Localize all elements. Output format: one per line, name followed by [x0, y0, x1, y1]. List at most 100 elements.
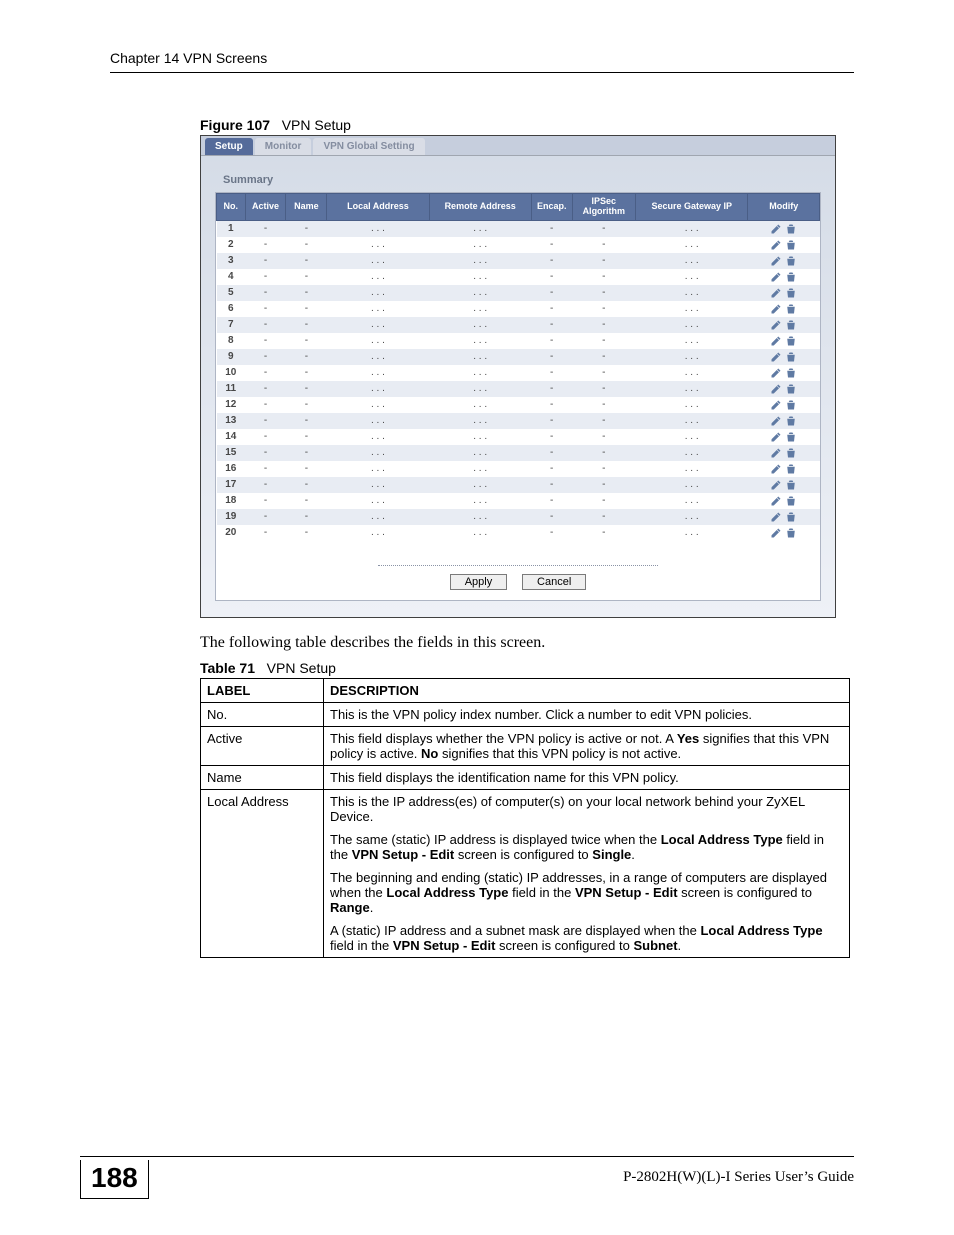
row-number[interactable]: 16	[217, 461, 246, 477]
page-footer: 188 P-2802H(W)(L)-I Series User’s Guide	[80, 1156, 854, 1199]
row-number[interactable]: 19	[217, 509, 246, 525]
edit-icon[interactable]	[770, 239, 782, 251]
desc-text: This field displays the identification n…	[324, 765, 850, 789]
delete-icon[interactable]	[785, 527, 797, 539]
separator-dots	[378, 565, 658, 566]
row-number[interactable]: 17	[217, 477, 246, 493]
delete-icon[interactable]	[785, 415, 797, 427]
modify-cell	[748, 285, 820, 301]
col-encap-: Encap.	[531, 194, 572, 221]
field-description-table: LABEL DESCRIPTION No.This is the VPN pol…	[200, 678, 850, 958]
row-number[interactable]: 15	[217, 445, 246, 461]
row-number[interactable]: 8	[217, 333, 246, 349]
apply-button[interactable]: Apply	[450, 574, 508, 590]
delete-icon[interactable]	[785, 511, 797, 523]
edit-icon[interactable]	[770, 255, 782, 267]
delete-icon[interactable]	[785, 335, 797, 347]
row-number[interactable]: 13	[217, 413, 246, 429]
edit-icon[interactable]	[770, 463, 782, 475]
edit-icon[interactable]	[770, 415, 782, 427]
vpn-setup-screenshot: SetupMonitorVPN Global Setting Summary N…	[200, 135, 836, 618]
delete-icon[interactable]	[785, 239, 797, 251]
table-title: VPN Setup	[267, 660, 336, 676]
col-local-address: Local Address	[327, 194, 429, 221]
col-label: LABEL	[201, 678, 324, 702]
edit-icon[interactable]	[770, 303, 782, 315]
delete-icon[interactable]	[785, 447, 797, 459]
edit-icon[interactable]	[770, 351, 782, 363]
col-name: Name	[286, 194, 327, 221]
row-number[interactable]: 11	[217, 381, 246, 397]
modify-cell	[748, 525, 820, 541]
edit-icon[interactable]	[770, 479, 782, 491]
edit-icon[interactable]	[770, 367, 782, 379]
delete-icon[interactable]	[785, 223, 797, 235]
tab-vpn-global-setting[interactable]: VPN Global Setting	[313, 138, 424, 155]
row-number[interactable]: 7	[217, 317, 246, 333]
table-row: 13--. . .. . .--. . .	[217, 413, 820, 429]
row-number[interactable]: 6	[217, 301, 246, 317]
modify-cell	[748, 445, 820, 461]
delete-icon[interactable]	[785, 463, 797, 475]
table-row: 9--. . .. . .--. . .	[217, 349, 820, 365]
modify-cell	[748, 220, 820, 237]
panel-title: Summary	[223, 174, 821, 186]
delete-icon[interactable]	[785, 399, 797, 411]
modify-cell	[748, 493, 820, 509]
row-number[interactable]: 20	[217, 525, 246, 541]
row-number[interactable]: 18	[217, 493, 246, 509]
row-number[interactable]: 4	[217, 269, 246, 285]
modify-cell	[748, 365, 820, 381]
delete-icon[interactable]	[785, 431, 797, 443]
delete-icon[interactable]	[785, 383, 797, 395]
modify-cell	[748, 461, 820, 477]
delete-icon[interactable]	[785, 287, 797, 299]
table-row: 5--. . .. . .--. . .	[217, 285, 820, 301]
row-number[interactable]: 5	[217, 285, 246, 301]
table-row: 10--. . .. . .--. . .	[217, 365, 820, 381]
modify-cell	[748, 429, 820, 445]
table-row: 2--. . .. . .--. . .	[217, 237, 820, 253]
row-number[interactable]: 12	[217, 397, 246, 413]
delete-icon[interactable]	[785, 303, 797, 315]
row-number[interactable]: 9	[217, 349, 246, 365]
edit-icon[interactable]	[770, 383, 782, 395]
edit-icon[interactable]	[770, 527, 782, 539]
table-row: 1--. . .. . .--. . .	[217, 220, 820, 237]
delete-icon[interactable]	[785, 367, 797, 379]
delete-icon[interactable]	[785, 255, 797, 267]
tab-setup[interactable]: Setup	[205, 138, 253, 155]
table-row: 15--. . .. . .--. . .	[217, 445, 820, 461]
edit-icon[interactable]	[770, 495, 782, 507]
cancel-button[interactable]: Cancel	[522, 574, 586, 590]
edit-icon[interactable]	[770, 431, 782, 443]
edit-icon[interactable]	[770, 271, 782, 283]
edit-icon[interactable]	[770, 447, 782, 459]
table-row: 12--. . .. . .--. . .	[217, 397, 820, 413]
delete-icon[interactable]	[785, 479, 797, 491]
delete-icon[interactable]	[785, 271, 797, 283]
delete-icon[interactable]	[785, 495, 797, 507]
edit-icon[interactable]	[770, 511, 782, 523]
edit-icon[interactable]	[770, 335, 782, 347]
delete-icon[interactable]	[785, 351, 797, 363]
delete-icon[interactable]	[785, 319, 797, 331]
col-secure-gateway-ip: Secure Gateway IP	[636, 194, 748, 221]
edit-icon[interactable]	[770, 319, 782, 331]
col-active: Active	[245, 194, 286, 221]
desc-label: Active	[201, 726, 324, 765]
edit-icon[interactable]	[770, 287, 782, 299]
edit-icon[interactable]	[770, 399, 782, 411]
intro-paragraph: The following table describes the fields…	[200, 634, 854, 652]
row-number[interactable]: 10	[217, 365, 246, 381]
table-row: 11--. . .. . .--. . .	[217, 381, 820, 397]
tab-monitor[interactable]: Monitor	[255, 138, 312, 155]
desc-row: NameThis field displays the identificati…	[201, 765, 850, 789]
row-number[interactable]: 3	[217, 253, 246, 269]
table-row: 17--. . .. . .--. . .	[217, 477, 820, 493]
row-number[interactable]: 2	[217, 237, 246, 253]
row-number[interactable]: 14	[217, 429, 246, 445]
edit-icon[interactable]	[770, 223, 782, 235]
guide-title: P-2802H(W)(L)-I Series User’s Guide	[623, 1161, 854, 1186]
row-number[interactable]: 1	[217, 220, 246, 237]
